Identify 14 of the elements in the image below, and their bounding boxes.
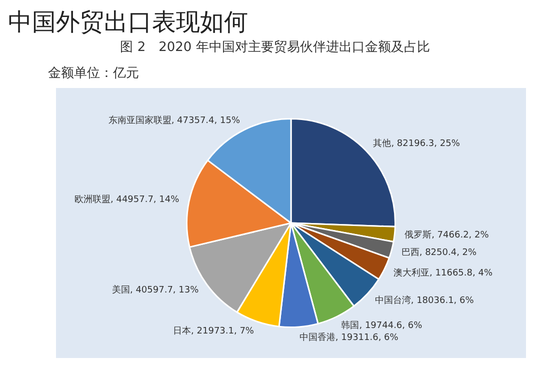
slice-label: 其他, 82196.3, 25% xyxy=(373,138,460,149)
chart-subtitle: 图 2 2020 年中国对主要贸易伙伴进出口金额及占比 xyxy=(119,39,431,56)
slice-label: 欧洲联盟, 44957.7, 14% xyxy=(74,194,180,205)
chart-title: 中国外贸出口表现如何 xyxy=(8,8,249,36)
slice-label: 巴西, 8250.4, 2% xyxy=(401,248,478,258)
slice-label: 中国台湾, 18036.1, 6% xyxy=(374,294,474,306)
slice-label: 中国香港, 19311.6, 6% xyxy=(299,332,399,343)
slice-label: 韩国, 19744.6, 6% xyxy=(341,320,423,331)
slice-label: 美国, 40597.7, 13% xyxy=(112,284,200,296)
text: 金额单位：亿元 xyxy=(48,65,140,82)
slice-label: 东南亚国家联盟, 47357.4, 15% xyxy=(108,115,240,126)
slice-label: 俄罗斯, 7466.2, 2% xyxy=(404,230,490,241)
slice-label: 日本, 21973.1, 7% xyxy=(173,325,254,336)
slice-label: 澳大利亚, 11665.8, 4% xyxy=(394,268,493,279)
